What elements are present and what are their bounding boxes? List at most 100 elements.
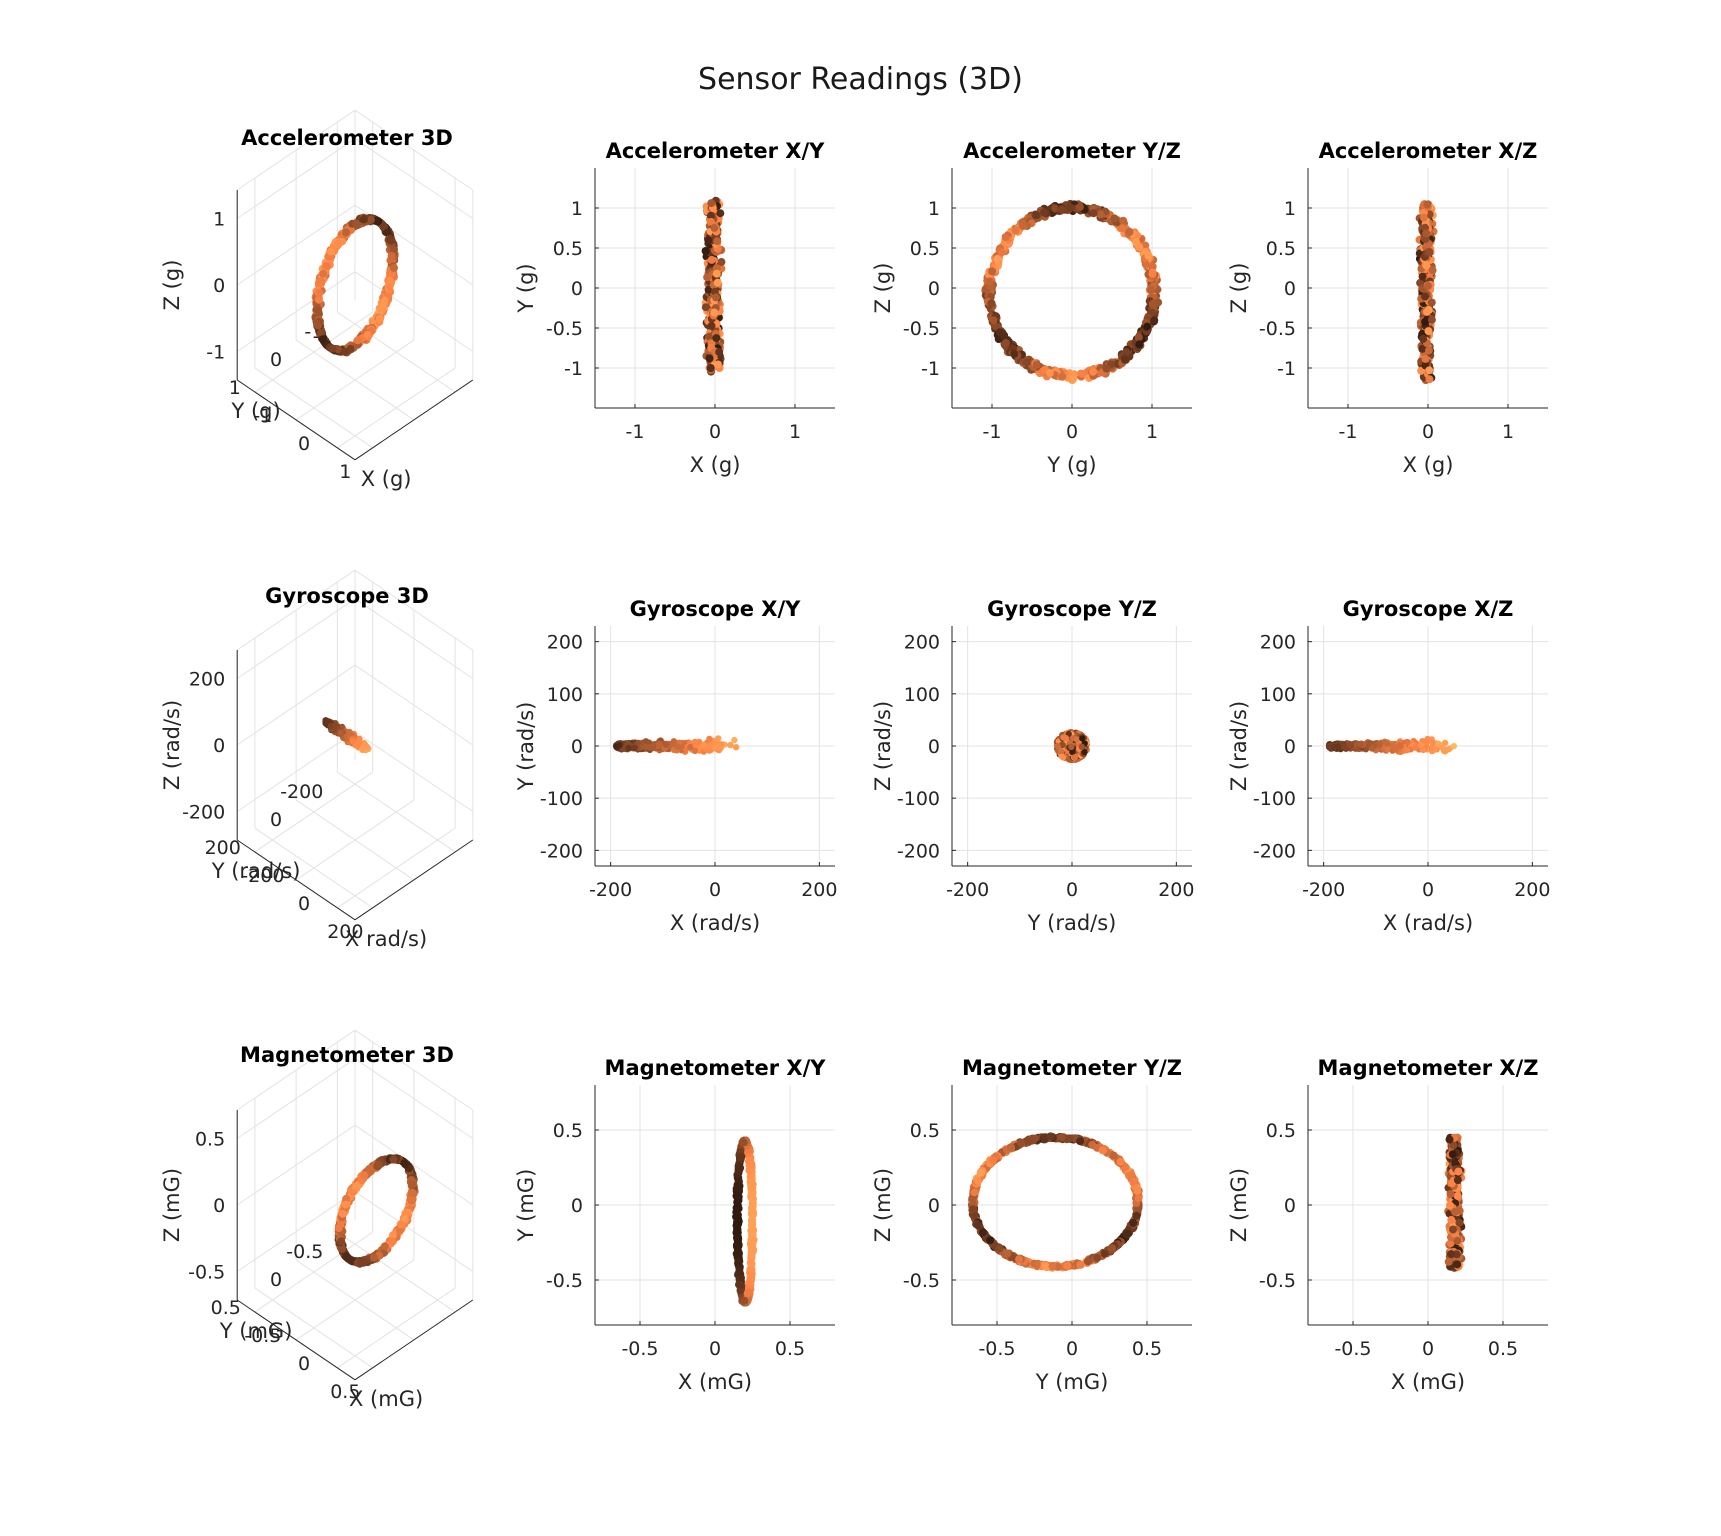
data-point [675, 744, 681, 750]
z-tick-label: -200 [182, 802, 225, 824]
data-point [388, 1237, 396, 1245]
y-tick-label: 1 [1284, 198, 1296, 220]
y-axis-label: Y (mG) [219, 1319, 293, 1343]
x-tick-label: 1 [1502, 421, 1514, 443]
y-tick-label: -0.5 [546, 318, 583, 340]
y-tick-label: 0.5 [553, 1120, 583, 1142]
x-tick-label: 0 [709, 1338, 721, 1360]
data-point [352, 220, 360, 228]
data-point [1429, 266, 1437, 274]
data-point [692, 748, 698, 754]
x-tick-label: 0.5 [775, 1338, 805, 1360]
z-axis-label: Z (rad/s) [160, 700, 184, 790]
data-point [990, 316, 998, 324]
x-tick-label: 0 [298, 893, 310, 915]
y-tick-label: 0.5 [1266, 238, 1296, 260]
data-point [1412, 744, 1418, 750]
x-axis-label: Y (rad/s) [1027, 911, 1117, 935]
x-tick-label: 1 [789, 421, 801, 443]
y-tick-label: 100 [904, 684, 940, 706]
data-point [1331, 744, 1337, 750]
x-tick-label: 0 [1422, 879, 1434, 901]
data-point [338, 729, 344, 735]
y-tick-label: 100 [547, 684, 583, 706]
x-axis-label: X (rad/s) [1383, 911, 1473, 935]
x-tick-label: 0 [1422, 421, 1434, 443]
data-point [1033, 211, 1041, 219]
x-tick-label: -1 [626, 421, 645, 443]
scatter-points [732, 1137, 758, 1307]
data-point [370, 1254, 378, 1262]
x-tick-label: 200 [1514, 879, 1550, 901]
data-point [388, 252, 396, 260]
data-point [986, 278, 994, 286]
data-point [1089, 368, 1097, 376]
data-point [1425, 366, 1433, 374]
data-point [389, 1156, 397, 1164]
y-tick-label: -100 [540, 788, 583, 810]
data-point [1421, 318, 1429, 326]
y-axis-label: Z (g) [1227, 263, 1251, 314]
x-tick-label: 1 [1146, 421, 1158, 443]
data-point [707, 199, 715, 207]
y-tick-label: 0 [571, 736, 583, 758]
y-tick-label: 0.5 [553, 238, 583, 260]
data-point [1341, 744, 1347, 750]
y-axis-label: Z (g) [871, 263, 895, 314]
data-point [988, 267, 996, 275]
chart-title: Gyroscope Y/Z [987, 597, 1157, 621]
data-point [408, 1181, 416, 1189]
data-point [1425, 248, 1433, 256]
data-point [337, 1237, 345, 1245]
x-tick-label: -0.5 [621, 1338, 658, 1360]
data-point [1000, 332, 1008, 340]
data-point [384, 229, 392, 237]
x-axis-label: X (g) [690, 453, 741, 477]
data-point [710, 309, 718, 317]
y-tick-label: -0.5 [903, 318, 940, 340]
y-axis-label: Y (rad/s) [514, 702, 538, 792]
data-point [367, 216, 375, 224]
x-tick-label: 0 [1066, 421, 1078, 443]
x-tick-label: 0 [709, 421, 721, 443]
data-point [397, 1220, 405, 1228]
data-point [401, 1159, 409, 1167]
data-point [1150, 316, 1158, 324]
scatter-points [335, 1154, 419, 1268]
data-point [1023, 358, 1031, 366]
data-point [1369, 745, 1375, 751]
x-tick-label: 200 [1158, 879, 1194, 901]
data-point [1420, 747, 1426, 753]
y-tick-label: 200 [904, 632, 940, 654]
y-tick-label: -100 [897, 788, 940, 810]
data-point [702, 247, 710, 255]
y-tick-label: 200 [547, 632, 583, 654]
data-point [712, 334, 720, 342]
scatter-points [613, 735, 739, 755]
y-tick-label: -200 [280, 781, 323, 803]
y-tick-label: -1 [1277, 358, 1296, 380]
z-tick-label: -1 [206, 342, 225, 364]
data-point [714, 361, 722, 369]
y-tick-label: 0 [1284, 736, 1296, 758]
data-point [1445, 746, 1451, 752]
data-point [1428, 299, 1436, 307]
data-point [1121, 356, 1129, 364]
data-point [1002, 339, 1010, 347]
data-point [319, 335, 327, 343]
y-tick-label: 0 [270, 1269, 282, 1291]
data-point [647, 744, 653, 750]
data-point [352, 1182, 360, 1190]
data-point [1428, 316, 1436, 324]
z-tick-label: 0 [213, 735, 225, 757]
figure-title: Sensor Readings (3D) [0, 62, 1721, 97]
data-point [327, 248, 335, 256]
scatter-points [1416, 200, 1438, 384]
data-point [342, 1201, 350, 1209]
y-tick-label: 200 [1260, 632, 1296, 654]
data-point [341, 348, 349, 356]
x-tick-label: -1 [1339, 421, 1358, 443]
x-tick-label: 0 [1066, 879, 1078, 901]
